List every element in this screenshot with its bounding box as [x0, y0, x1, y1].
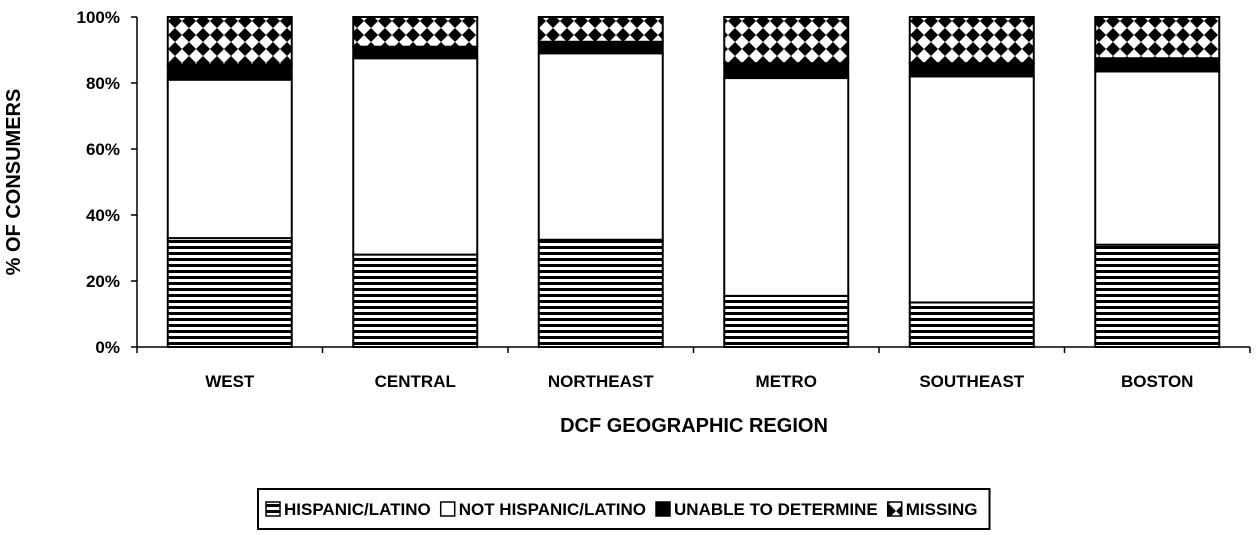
x-axis-title: DCF GEOGRAPHIC REGION [560, 415, 828, 437]
y-tick-label: 60% [86, 140, 120, 159]
bar-segment-northeast-series-1 [537, 52, 664, 241]
x-tick-label: METRO [756, 372, 817, 391]
bar-segment-northeast-series-3 [537, 16, 664, 43]
bar-segment-central-series-1 [352, 57, 479, 256]
bar-segment-metro-series-2 [723, 62, 850, 80]
legend-swatch [886, 501, 903, 517]
bar-segment-boston-series-1 [1094, 70, 1221, 246]
x-tick-label: NORTHEAST [548, 372, 654, 391]
y-tick-label: 80% [86, 74, 120, 93]
bar-segment-west-series-1 [166, 78, 293, 240]
bar-segment-boston-series-3 [1094, 16, 1221, 60]
y-tick-label: 100% [77, 8, 120, 27]
legend-label: HISPANIC/LATINO [284, 500, 431, 519]
y-tick-label: 20% [86, 272, 120, 291]
legend-swatch [439, 501, 456, 517]
bar-segment-west-series-2 [166, 63, 293, 81]
x-tick-label: WEST [205, 372, 255, 391]
bar-segment-central-series-2 [352, 45, 479, 60]
bar-segment-metro-series-3 [723, 16, 850, 65]
bar-segment-northeast-series-0 [537, 238, 664, 348]
y-axis-title: % OF CONSUMERS [3, 89, 25, 276]
legend-box [257, 488, 991, 530]
bars-group [166, 16, 1221, 349]
bar-segment-southeast-series-3 [908, 16, 1035, 65]
bar-segment-boston-series-2 [1094, 57, 1221, 73]
legend-label: MISSING [906, 500, 978, 519]
bar-segment-west-series-3 [166, 16, 293, 66]
bar-segment-metro-series-1 [723, 77, 850, 297]
bar-segment-northeast-series-2 [537, 40, 664, 55]
bar-segment-southeast-series-2 [908, 62, 1035, 78]
bar-segment-metro-series-0 [723, 294, 850, 349]
bar-segment-west-series-0 [166, 237, 293, 349]
legend-label: NOT HISPANIC/LATINO [459, 500, 646, 519]
x-tick-label: SOUTHEAST [919, 372, 1024, 391]
y-tick-label: 0% [95, 338, 120, 357]
legend-label: UNABLE TO DETERMINE [674, 500, 878, 519]
legend: HISPANIC/LATINO NOT HISPANIC/LATINO UNABLE… [257, 488, 991, 530]
bar-segment-central-series-0 [352, 253, 479, 349]
y-tick-label: 40% [86, 206, 120, 225]
legend-swatch [265, 501, 281, 517]
bar-segment-southeast-series-0 [908, 301, 1035, 349]
legend-swatch [655, 501, 671, 517]
axes-group: WEST CENTRAL NORTHEAST METRO SOUTHEAST BOSTON… [77, 8, 1251, 391]
bar-segment-southeast-series-1 [908, 75, 1035, 304]
x-tick-label: BOSTON [1121, 372, 1193, 391]
x-tick-label: CENTRAL [375, 372, 456, 391]
bar-segment-central-series-3 [352, 16, 479, 48]
bar-segment-boston-series-0 [1094, 243, 1221, 348]
